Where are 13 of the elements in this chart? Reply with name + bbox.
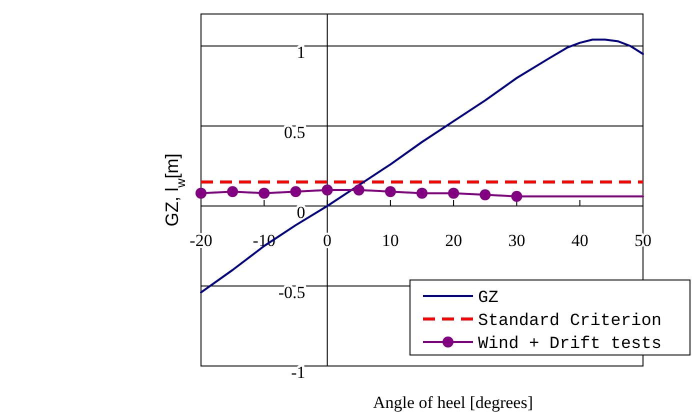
x-tick-label: 40 — [571, 231, 588, 250]
x-tick-label: 10 — [382, 231, 399, 250]
y-tick-label: -1 — [291, 363, 306, 382]
legend-label: GZ — [478, 289, 498, 308]
legend-label: Wind + Drift tests — [478, 335, 662, 354]
y-tick-label: 1 — [296, 43, 306, 62]
x-tick-label: 30 — [508, 231, 526, 250]
legend-label: Standard Criterion — [478, 312, 662, 331]
y-tick-label: 0 — [296, 203, 306, 222]
y-tick-label: -0.5 — [278, 283, 306, 302]
x-tick-label: 20 — [445, 231, 462, 250]
y-tick-label: 0.5 — [284, 123, 306, 142]
x-axis-title: Angle of heel [degrees] — [372, 393, 534, 412]
